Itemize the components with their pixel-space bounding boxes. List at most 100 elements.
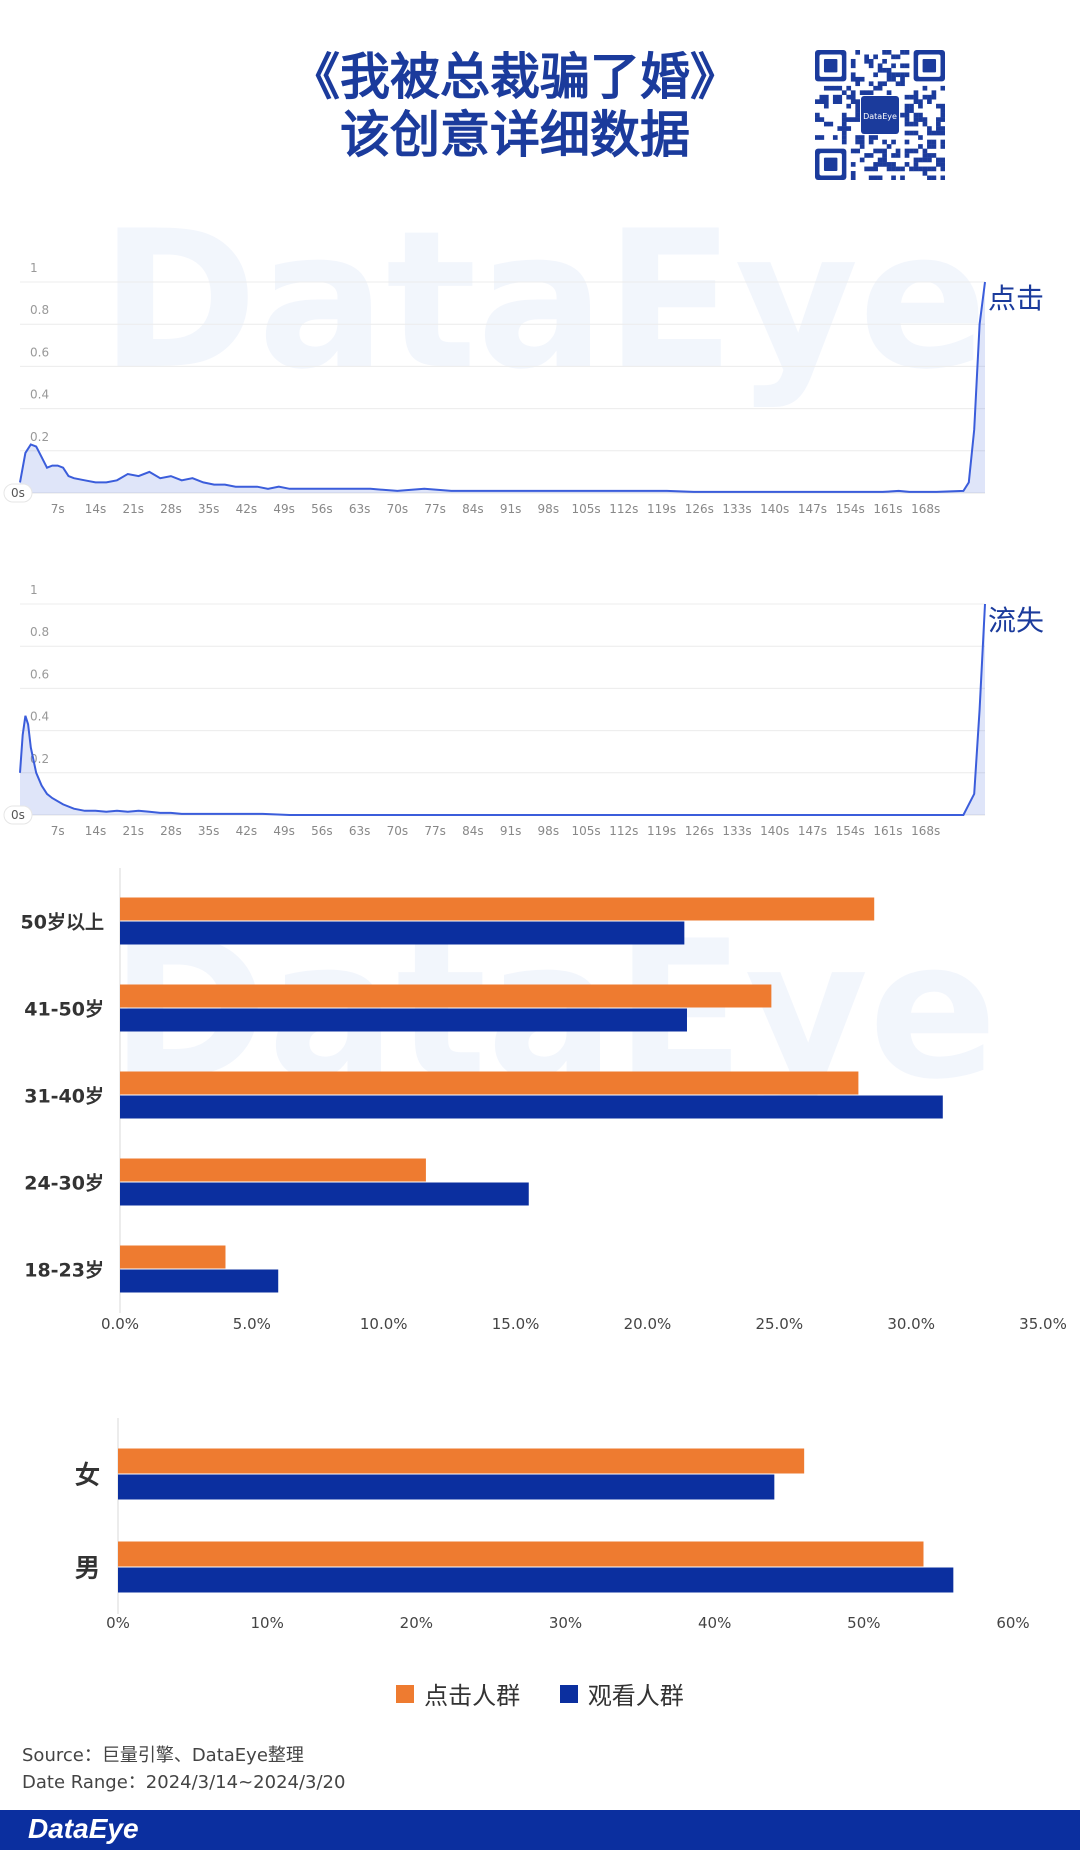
title-line-2: 该创意详细数据 xyxy=(340,106,690,164)
age-bar-chart: 50岁以上 41-50岁 31-40岁 24-30岁 18-23岁 0.0% 5.0% 10.… xyxy=(21,868,1067,1333)
qr-module xyxy=(909,121,914,127)
bottom-brand-bar: DataEye xyxy=(0,1810,1080,1850)
qr-module xyxy=(918,99,923,104)
qr-module xyxy=(931,94,937,100)
qr-module xyxy=(940,162,945,167)
qr-module xyxy=(940,126,945,131)
qr-module xyxy=(886,50,892,55)
gender-chart-bar-view xyxy=(118,1474,775,1500)
chart-legend: 点击人群 观看人群 xyxy=(0,1676,1080,1711)
qr-finder-inner xyxy=(922,58,937,73)
qr-module xyxy=(936,126,941,131)
qr-module xyxy=(877,157,883,163)
qr-module xyxy=(841,112,847,118)
qr-module xyxy=(855,76,861,82)
qr-module xyxy=(873,175,878,180)
qr-module xyxy=(882,153,887,158)
qr-module xyxy=(850,175,856,180)
click-curve-y-tick-label: 0.4 xyxy=(30,388,49,402)
qr-module xyxy=(841,117,847,122)
qr-module xyxy=(877,81,883,87)
qr-module xyxy=(904,72,910,78)
qr-module xyxy=(855,99,861,104)
gender-chart-bar-view xyxy=(118,1567,954,1593)
qr-module xyxy=(904,130,910,136)
qr-module xyxy=(855,50,861,55)
qr-module xyxy=(936,117,941,122)
title-line-1: 《我被总裁骗了婚》 xyxy=(290,48,740,106)
qr-module xyxy=(841,90,847,96)
qr-module xyxy=(855,148,861,154)
qr-module xyxy=(886,67,892,73)
qr-module xyxy=(850,162,856,167)
qr-module xyxy=(877,148,883,154)
click-curve-chart: 1 0.8 0.6 0.4 0.2 7s 14s 21s 28s 35s 42s 49s 56s 63s 7… xyxy=(3,261,1044,516)
qr-module xyxy=(931,139,937,145)
qr-module xyxy=(855,112,861,118)
qr-module xyxy=(904,112,910,118)
legend-label-view: 观看人群 xyxy=(587,1682,684,1710)
qr-module xyxy=(828,121,834,127)
qr-module xyxy=(859,135,865,140)
churn-curve-x-tick-label: 133s xyxy=(722,824,751,838)
qr-module xyxy=(922,121,928,127)
qr-module xyxy=(913,166,919,172)
qr-module xyxy=(904,153,910,158)
qr-module xyxy=(832,94,838,100)
qr-module xyxy=(873,85,878,91)
qr-module xyxy=(918,112,923,118)
gender-chart-x-tick-label: 0% xyxy=(106,1614,130,1632)
age-chart-category-label: 24-30岁 xyxy=(24,1171,104,1194)
churn-curve-x-tick-label: 63s xyxy=(349,824,371,838)
qr-module xyxy=(909,103,914,109)
qr-module xyxy=(859,157,865,163)
qr-module xyxy=(868,139,874,145)
qr-module xyxy=(927,130,932,136)
qr-module xyxy=(837,126,843,131)
qr-module xyxy=(940,144,945,149)
qr-module xyxy=(815,117,820,122)
qr-module xyxy=(841,121,847,127)
gender-chart-x-tick-label: 40% xyxy=(698,1614,731,1632)
click-curve-series-label: 点击 xyxy=(988,282,1044,315)
churn-curve-x-tick-label: 91s xyxy=(500,824,522,838)
gender-chart-x-tick-label: 20% xyxy=(400,1614,433,1632)
click-curve-x-tick-label: 147s xyxy=(798,502,827,516)
click-curve-x-tick-label: 161s xyxy=(873,502,902,516)
qr-module xyxy=(868,135,874,140)
qr-module xyxy=(864,153,869,158)
click-curve-start-pill xyxy=(3,483,33,503)
churn-curve-x-tick-label: 56s xyxy=(311,824,333,838)
age-chart-bar-click xyxy=(120,1158,426,1182)
churn-curve-x-tick-label: 119s xyxy=(647,824,676,838)
qr-module xyxy=(868,81,874,87)
legend-item-view: 观看人群 xyxy=(559,1676,684,1711)
click-curve-x-tick-label: 14s xyxy=(85,502,107,516)
age-chart-bar-view xyxy=(120,921,685,945)
qr-module xyxy=(895,72,901,78)
qr-module xyxy=(873,54,878,60)
qr-module xyxy=(922,166,928,172)
qr-module xyxy=(855,135,861,140)
qr-module xyxy=(891,175,896,180)
qr-module xyxy=(927,126,932,131)
age-chart-category-label: 18-23岁 xyxy=(24,1258,104,1281)
qr-module xyxy=(815,99,820,104)
qr-module xyxy=(891,162,896,167)
qr-module xyxy=(909,148,914,154)
age-chart-x-tick-label: 15.0% xyxy=(492,1315,540,1333)
qr-finder-inner xyxy=(823,157,838,172)
qr-module xyxy=(904,94,910,100)
qr-module xyxy=(873,166,878,172)
churn-curve-y-tick-label: 0.6 xyxy=(30,667,49,681)
qr-module xyxy=(837,99,843,104)
click-curve-x-tick-label: 49s xyxy=(273,502,295,516)
qr-module xyxy=(877,85,883,91)
qr-module xyxy=(922,171,928,176)
qr-module xyxy=(882,157,887,163)
qr-module xyxy=(846,117,852,122)
qr-module xyxy=(846,126,852,131)
churn-curve-x-tick-label: 28s xyxy=(160,824,182,838)
qr-module xyxy=(936,103,941,109)
churn-curve-y-tick-label: 0.8 xyxy=(30,625,49,639)
